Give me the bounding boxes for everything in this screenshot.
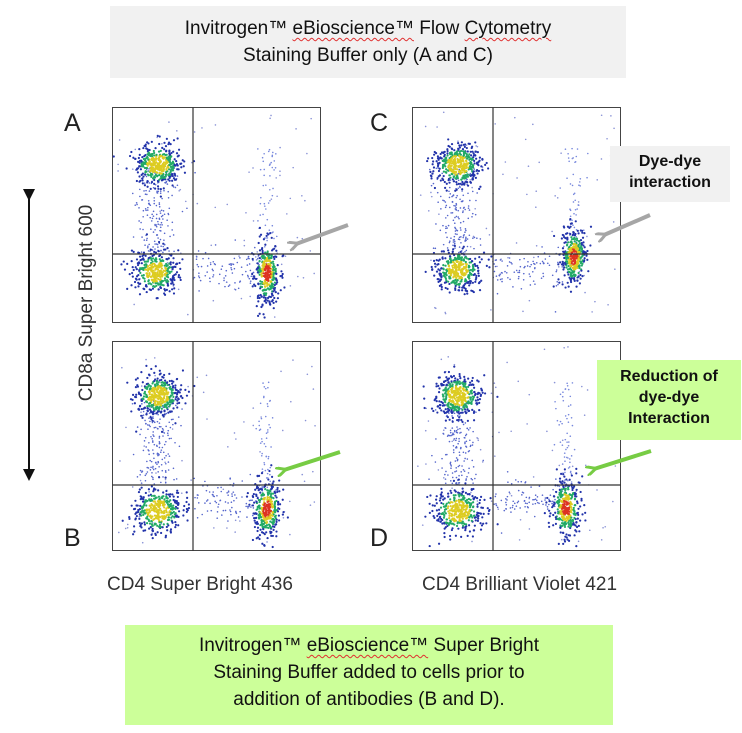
callout-dye-line2: interaction <box>629 174 711 191</box>
plot-panel-d <box>412 341 621 551</box>
x-axis-label-right: CD4 Brilliant Violet 421 <box>422 574 618 595</box>
top-caption-line2: Staining Buffer only (A and C) <box>243 45 493 66</box>
plot-panel-a <box>112 107 321 323</box>
top-caption-cytometry: Cytometry <box>464 18 552 39</box>
top-caption-prefix: Invitrogen™ <box>184 18 293 39</box>
top-caption: Invitrogen™ eBioscience™ Flow Cytometry … <box>110 6 626 78</box>
plot-panel-b <box>112 341 321 551</box>
panel-letter-b: B <box>64 524 81 552</box>
y-axis-label: CD8a Super Bright 600 <box>76 204 97 402</box>
panel-letter-d: D <box>370 524 389 552</box>
bottom-caption-line2: Staining Buffer added to cells prior to <box>213 662 525 683</box>
bottom-caption-prefix: Invitrogen™ <box>198 635 307 656</box>
top-caption-suffix: Flow <box>413 18 465 39</box>
bottom-caption-suffix: Super Bright <box>428 635 540 656</box>
top-caption-line1: Invitrogen™ eBioscience™ Flow Cytometry <box>110 15 626 42</box>
event-dots <box>419 111 616 315</box>
panel-letter-a: A <box>64 109 81 137</box>
event-dots <box>118 357 316 549</box>
bottom-caption: Invitrogen™ eBioscience™ Super Bright St… <box>125 625 613 725</box>
plot-panel-c <box>412 107 621 323</box>
plot-frame <box>112 107 321 323</box>
bottom-caption-brand: eBioscience™ <box>306 635 429 656</box>
callout-reduction-line1: Reduction of <box>620 368 718 385</box>
event-dots <box>417 346 617 548</box>
event-dots <box>112 114 315 319</box>
plot-frame <box>412 107 621 323</box>
callout-dye-dye-interaction: Dye-dye interaction <box>610 146 730 202</box>
x-axis-label-left: CD4 Super Bright 436 <box>107 574 293 595</box>
callout-reduction-line2: dye-dye <box>638 389 700 406</box>
top-caption-brand: eBioscience™ <box>292 18 414 39</box>
callout-reduction-line3: Interaction <box>628 410 710 427</box>
callout-reduction: Reduction of dye-dye Interaction <box>597 360 741 440</box>
callout-dye-line1: Dye-dye <box>638 153 702 170</box>
panel-letter-c: C <box>370 109 389 137</box>
plot-frame <box>412 341 621 551</box>
bottom-caption-line3: addition of antibodies (B and D). <box>233 689 505 710</box>
bottom-caption-line1: Invitrogen™ eBioscience™ Super Bright <box>125 632 613 659</box>
